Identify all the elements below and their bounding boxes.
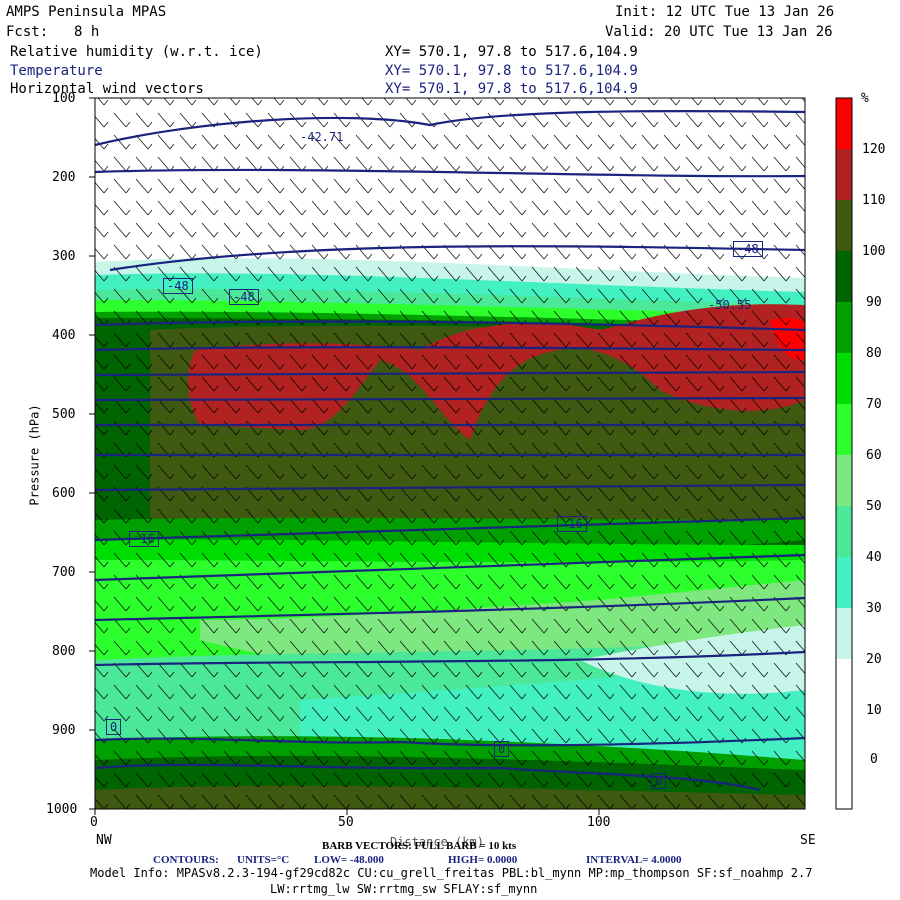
y-axis-ticks <box>89 97 95 810</box>
x-tick-label: 50 <box>338 815 354 830</box>
y-tick-label: 400 <box>52 328 76 343</box>
colorbar-tick: 70 <box>866 397 882 412</box>
colorbar-tick: 20 <box>866 652 882 667</box>
x-axis-ticks <box>94 809 600 815</box>
colorbar-tick: 120 <box>862 142 886 157</box>
x-end-label-se: SE <box>800 833 816 848</box>
colorbar-tick: 30 <box>866 601 882 616</box>
valid-time: Valid: 20 UTC Tue 13 Jan 26 <box>605 24 833 40</box>
contour-label: 0 <box>106 719 122 735</box>
model-info: Model Info: MPASv8.2.3-194-gf29cd82c CU:… <box>90 866 813 880</box>
colorbar-tick: 0 <box>870 752 878 767</box>
field-temperature: Temperature <box>10 63 103 79</box>
contours-low: LOW= -48.000 <box>314 854 384 866</box>
colorbar <box>835 97 853 810</box>
y-tick-label: 300 <box>52 249 76 264</box>
y-axis-title: Pressure (hPa) <box>27 404 42 506</box>
y-tick-label: 100 <box>52 91 76 106</box>
y-tick-label: 200 <box>52 170 76 185</box>
y-tick-label: 1000 <box>46 802 78 817</box>
xy-wind: XY= 570.1, 97.8 to 517.6,104.9 <box>385 81 638 97</box>
contours-label: CONTOURS: <box>153 854 219 866</box>
field-rh: Relative humidity (w.r.t. ice) <box>10 44 263 60</box>
y-tick-label: 500 <box>52 407 76 422</box>
y-tick-label: 900 <box>52 723 76 738</box>
contours-interval: INTERVAL= 4.0000 <box>586 854 682 866</box>
init-time: Init: 12 UTC Tue 13 Jan 26 <box>615 4 835 20</box>
rh-field <box>95 98 805 809</box>
barb-legend: BARB VECTORS: FULL BARB = 10 kts <box>322 840 517 852</box>
y-tick-label: 600 <box>52 486 76 501</box>
xy-rh: XY= 570.1, 97.8 to 517.6,104.9 <box>385 44 638 60</box>
colorbar-tick: 10 <box>866 703 882 718</box>
contour-label: 0 <box>651 773 667 789</box>
x-tick-label: 100 <box>587 815 611 830</box>
fcst-value: 8 h <box>74 24 100 40</box>
contour-label: -48 <box>229 289 259 305</box>
colorbar-tick: 40 <box>866 550 882 565</box>
xy-temperature: XY= 570.1, 97.8 to 517.6,104.9 <box>385 63 638 79</box>
contour-label: -16 <box>129 531 159 547</box>
contours-units: UNITS=°C <box>237 854 290 866</box>
contour-label: -48 <box>733 241 763 257</box>
field-wind: Horizontal wind vectors <box>10 81 204 97</box>
colorbar-tick: 50 <box>866 499 882 514</box>
chart-title: AMPS Peninsula MPAS <box>6 4 167 20</box>
model-info-2: LW:rrtmg_lw SW:rrtmg_sw SFLAY:sf_mynn <box>270 882 538 896</box>
colorbar-unit: % <box>861 91 869 106</box>
colorbar-tick: 80 <box>866 346 882 361</box>
x-tick-label: 0 <box>90 815 98 830</box>
plot-frame <box>94 97 806 810</box>
contour-label: -16 <box>557 516 587 532</box>
y-tick-label: 700 <box>52 565 76 580</box>
y-tick-label: 800 <box>52 644 76 659</box>
colorbar-tick: 100 <box>862 244 886 259</box>
colorbar-tick: 110 <box>862 193 886 208</box>
contour-label: 0 <box>494 741 510 757</box>
colorbar-tick: 60 <box>866 448 882 463</box>
contour-label: -48 <box>163 278 193 294</box>
colorbar-tick: 90 <box>866 295 882 310</box>
contour-extremum-label: -50.55 <box>708 298 752 312</box>
contour-extremum-label: -42.71 <box>300 130 344 144</box>
x-axis-title: Distance (km) <box>390 835 484 849</box>
contours-high: HIGH= 0.0000 <box>448 854 518 866</box>
x-end-label-nw: NW <box>96 833 112 848</box>
fcst-label: Fcst: <box>6 24 49 40</box>
